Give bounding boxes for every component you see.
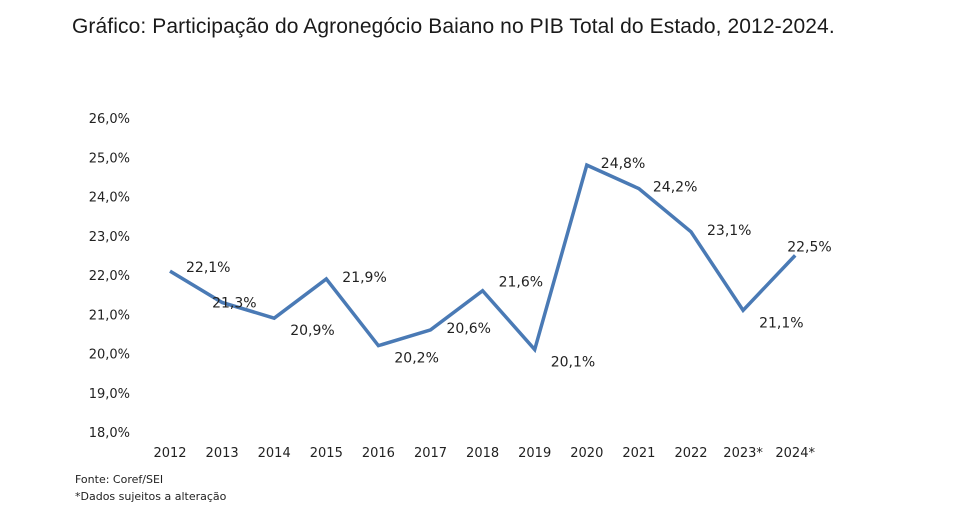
data-label: 22,1%: [186, 260, 230, 276]
series-line: [169, 162, 797, 354]
x-tick-label: 2019: [518, 446, 551, 461]
x-tick-label: 2013: [206, 446, 239, 461]
alteration-note: *Dados sujeitos a alteração: [75, 490, 227, 503]
y-tick-label: 25,0%: [89, 151, 130, 166]
y-tick-label: 23,0%: [89, 230, 130, 245]
data-label: 24,2%: [653, 180, 697, 196]
series-line-group: [169, 162, 797, 354]
y-tick-label: 19,0%: [89, 387, 130, 402]
x-tick-label: 2012: [153, 446, 186, 461]
source-note: Fonte: Coref/SEI: [75, 473, 164, 486]
x-tick-label: 2022: [674, 446, 707, 461]
x-tick-label: 2021: [622, 446, 655, 461]
y-axis: 18,0% 19,0% 20,0% 21,0% 22,0% 23,0% 24,0% 25,0%…: [89, 112, 130, 441]
y-tick-label: 20,0%: [89, 348, 130, 363]
data-label: 21,9%: [342, 270, 386, 286]
data-label: 20,2%: [394, 351, 438, 367]
x-tick-label: 2018: [466, 446, 499, 461]
x-tick-label: 2016: [362, 446, 395, 461]
data-label: 21,1%: [759, 315, 803, 331]
data-label: 20,6%: [447, 321, 491, 337]
chart-title: Gráfico: Participação do Agronegócio Bai…: [72, 15, 835, 38]
y-tick-label: 26,0%: [89, 112, 130, 127]
x-tick-label: 2020: [570, 446, 603, 461]
y-tick-label: 22,0%: [89, 269, 130, 284]
data-label: 24,8%: [601, 156, 645, 172]
data-label: 21,6%: [499, 275, 543, 291]
y-tick-label: 18,0%: [89, 426, 130, 441]
y-tick-label: 24,0%: [89, 191, 130, 206]
x-tick-label: 2015: [310, 446, 343, 461]
data-label: 21,3%: [212, 295, 256, 311]
data-label: 20,1%: [551, 355, 595, 371]
data-label: 20,9%: [290, 323, 334, 339]
x-tick-label: 2023*: [723, 446, 763, 461]
x-tick-label: 2014: [258, 446, 291, 461]
data-labels: 22,1% 21,3% 20,9% 21,9% 20,2% 20,6% 21,6% 20,1%…: [186, 156, 832, 370]
x-tick-label: 2024*: [775, 446, 815, 461]
x-axis: 2012 2013 2014 2015 2016 2017 2018 2019 2020 2021…: [153, 446, 815, 461]
x-tick-label: 2017: [414, 446, 447, 461]
data-label: 23,1%: [707, 223, 751, 239]
data-label: 22,5%: [787, 239, 831, 255]
y-tick-label: 21,0%: [89, 308, 130, 323]
